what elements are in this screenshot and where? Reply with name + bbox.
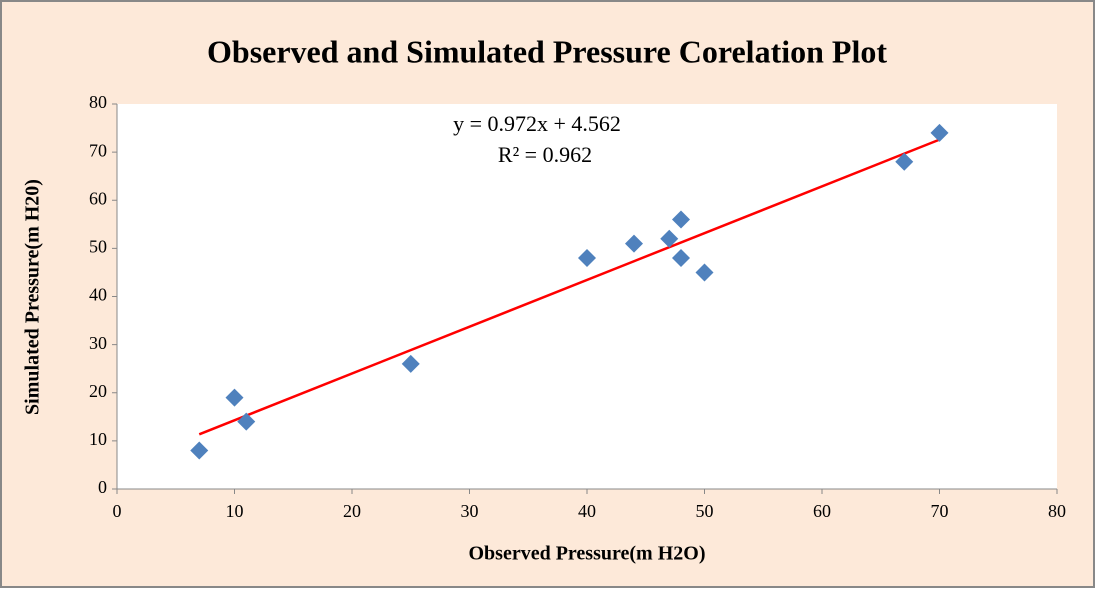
x-tick-label: 10 <box>226 501 244 521</box>
x-tick-label: 70 <box>931 501 949 521</box>
point <box>672 210 690 229</box>
trendline <box>198 138 940 436</box>
x-tick-label: 50 <box>696 501 714 521</box>
point <box>695 263 714 282</box>
point <box>401 354 420 373</box>
y-tick-label: 30 <box>89 333 107 353</box>
y-tick-label: 0 <box>98 477 107 497</box>
point <box>625 234 643 253</box>
x-tick-label: 0 <box>113 501 122 521</box>
point <box>190 441 209 460</box>
y-axis-label: Simulated Pressure(m H20) <box>22 179 44 415</box>
point <box>237 412 256 431</box>
chart-title: Observed and Simulated Pressure Corelati… <box>207 33 887 69</box>
point <box>672 249 690 267</box>
y-tick-label: 60 <box>89 188 107 208</box>
point <box>930 123 949 142</box>
equation: y = 0.972x + 4.562 <box>453 111 621 136</box>
x-tick-label: 60 <box>813 501 831 521</box>
x-tick-label: 30 <box>461 501 479 521</box>
plot-area <box>117 104 1057 489</box>
point <box>660 229 679 248</box>
point <box>578 249 596 267</box>
y-tick-label: 70 <box>89 140 107 160</box>
x-axis-label: Observed Pressure(m H2O) <box>468 543 705 565</box>
y-tick-label: 40 <box>89 285 107 305</box>
y-tick-label: 80 <box>89 92 107 112</box>
x-tick-label: 40 <box>578 501 596 521</box>
point <box>225 388 244 407</box>
point <box>895 152 914 171</box>
y-tick-label: 20 <box>89 381 107 401</box>
x-tick-label: 80 <box>1048 501 1066 521</box>
r-squared: R² = 0.962 <box>498 142 592 167</box>
y-tick-label: 10 <box>89 429 107 449</box>
y-tick-label: 50 <box>89 237 107 257</box>
x-tick-label: 20 <box>343 501 361 521</box>
